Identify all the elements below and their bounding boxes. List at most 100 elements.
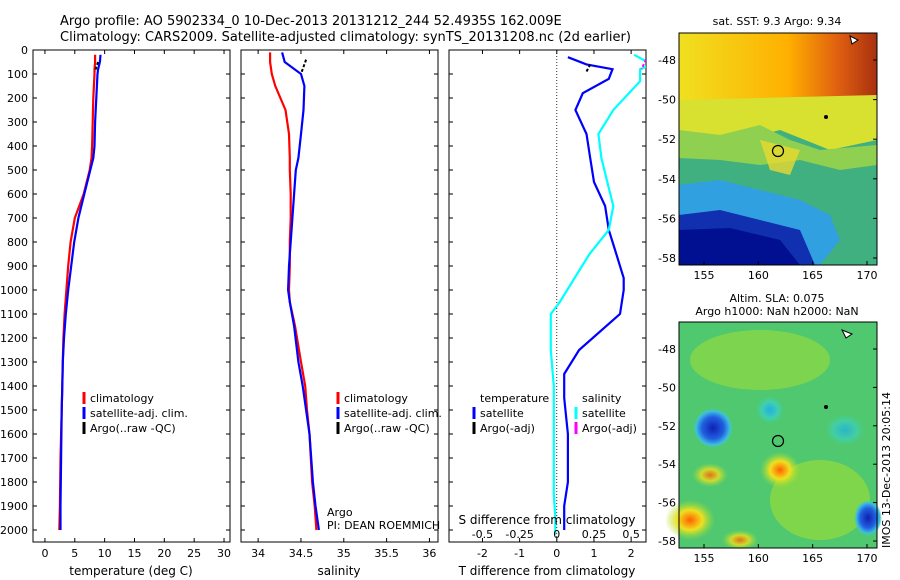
depth-tick-label: 300	[7, 116, 28, 129]
difference-legend: temperature satellite Argo(-adj) salinit…	[472, 392, 637, 435]
depth-tick-label: 200	[7, 92, 28, 105]
map-y-tick-label: -52	[658, 133, 676, 146]
depth-tick-label: 1000	[0, 284, 28, 297]
sla-cool-spot-east	[825, 414, 865, 446]
x-tick-label: 2	[628, 547, 635, 560]
series-line-temperature-argo-adj	[585, 63, 592, 73]
difference-panel-frame	[448, 49, 647, 543]
map-x-tick-label: 170	[857, 552, 878, 565]
map-x-tick-label: 170	[857, 269, 878, 282]
legend-header-salinity: salinity	[582, 392, 622, 405]
sst-map-frame	[678, 32, 878, 266]
x-tick-label: 5	[71, 547, 78, 560]
x-tick-label: 34.5	[289, 547, 314, 560]
map-x-tick-label: 165	[802, 269, 823, 282]
s-difference-tick-label: 0.5	[622, 528, 640, 541]
depth-tick-label: 800	[7, 236, 28, 249]
temperature-legend: climatology satellite-adj. clim. Argo(..…	[82, 392, 188, 435]
legend-label-s-satellite: satellite	[582, 407, 626, 420]
temperature-x-ticks: 0 5 10 15 20 25 30	[41, 50, 231, 560]
x-tick-label: 35	[337, 547, 351, 560]
sst-warm-band	[679, 33, 877, 103]
depth-tick-label: 1100	[0, 308, 28, 321]
x-tick-label: 30	[217, 547, 231, 560]
x-tick-label: 1	[590, 547, 597, 560]
x-tick-label: -2	[477, 547, 488, 560]
sla-island-marker	[824, 405, 828, 409]
map-y-tick-label: -54	[658, 173, 676, 186]
s-difference-tick-label: -0.5	[472, 528, 493, 541]
salinity-x-ticks: 34 34.5 35 35.5 36	[251, 50, 436, 560]
legend-label-climatology: climatology	[90, 392, 154, 405]
sla-yellow-green-patch	[690, 330, 830, 390]
s-difference-axis-label: S difference from climatology	[459, 513, 636, 527]
header-line-1: Argo profile: AO 5902334_0 10-Dec-2013 2…	[60, 14, 562, 29]
depth-tick-label: 900	[7, 260, 28, 273]
sla-warm-spot-west	[692, 463, 728, 487]
header-line-2: Climatology: CARS2009. Satellite-adjuste…	[60, 30, 631, 45]
series-line-climatology	[58, 54, 97, 531]
depth-tick-label: 600	[7, 188, 28, 201]
depth-tick-label: 100	[7, 68, 28, 81]
temperature-panel-frame	[32, 49, 231, 543]
legend-label-climatology: climatology	[344, 392, 408, 405]
depth-tick-label: 1500	[0, 404, 28, 417]
sla-argo-location-marker	[771, 434, 785, 448]
x-tick-label: 35.5	[374, 547, 399, 560]
sla-map-subtitle: Argo h1000: NaN h2000: NaN	[695, 305, 858, 318]
x-tick-label: 0	[553, 547, 560, 560]
sla-cool-spot	[756, 396, 784, 424]
sst-land-marker	[849, 35, 859, 45]
map-y-tick-label: -52	[658, 420, 676, 433]
map-y-tick-label: -48	[658, 54, 676, 67]
depth-tick-label: 0	[21, 44, 28, 57]
sst-map-ticks: 155 160 165 170 -48 -50 -52 -54 -56 -58	[658, 54, 877, 282]
depth-tick-label: 500	[7, 164, 28, 177]
sla-warm-spot-south	[722, 530, 758, 550]
sla-warm-spot-sw	[665, 500, 715, 540]
map-y-tick-label: -50	[658, 94, 676, 107]
x-tick-label: 36	[422, 547, 436, 560]
series-line-argo-raw-qc	[94, 61, 100, 72]
depth-tick-label: 1300	[0, 356, 28, 369]
sla-map	[665, 321, 882, 550]
series-line-argo-raw-qc	[300, 59, 308, 75]
depth-tick-labels: 0 100 200 300 400 500 600 700 800 900 1000 1100 1200…	[0, 44, 646, 537]
map-y-tick-label: -56	[658, 497, 676, 510]
map-x-tick-label: 160	[748, 269, 769, 282]
x-tick-label: 25	[187, 547, 201, 560]
series-line-climatology	[269, 52, 318, 531]
map-y-tick-label: -56	[658, 212, 676, 225]
depth-tick-label: 1200	[0, 332, 28, 345]
sst-deep-cold-region	[679, 228, 800, 265]
temperature-axis-label: temperature (deg C)	[69, 564, 192, 578]
x-tick-label: -1	[514, 547, 525, 560]
s-difference-tick-label: 0.25	[582, 528, 607, 541]
map-y-tick-label: -58	[658, 252, 676, 265]
legend-label-argo: Argo(..raw -QC)	[344, 422, 430, 435]
map-x-tick-label: 155	[694, 269, 715, 282]
sla-map-ticks: 155 160 165 170 -48 -50 -52 -54 -56 -58	[658, 343, 877, 565]
difference-plot	[549, 50, 646, 542]
map-y-tick-label: -58	[658, 535, 676, 548]
map-y-tick-label: -50	[658, 381, 676, 394]
depth-tick-label: 700	[7, 212, 28, 225]
series-line-satellite-adj-clim	[281, 52, 320, 531]
depth-tick-label: 2000	[0, 524, 28, 537]
series-line-salinity-argo-adj	[640, 59, 646, 70]
sla-low-eddy	[693, 408, 733, 448]
legend-label-satellite: satellite-adj. clim.	[344, 407, 442, 420]
legend-label-argo: Argo(..raw -QC)	[90, 422, 176, 435]
argo-annotation: Argo	[327, 506, 353, 519]
depth-tick-label: 1900	[0, 500, 28, 513]
salinity-plot	[269, 52, 320, 531]
map-x-tick-label: 160	[748, 552, 769, 565]
legend-label-satellite: satellite-adj. clim.	[90, 407, 188, 420]
map-y-tick-label: -48	[658, 343, 676, 356]
x-tick-label: 20	[157, 547, 171, 560]
salinity-legend: climatology satellite-adj. clim. Argo(..…	[327, 392, 442, 532]
t-difference-axis-label: T difference from climatology	[458, 564, 636, 578]
legend-header-temperature: temperature	[480, 392, 549, 405]
depth-tick-label: 1800	[0, 476, 28, 489]
